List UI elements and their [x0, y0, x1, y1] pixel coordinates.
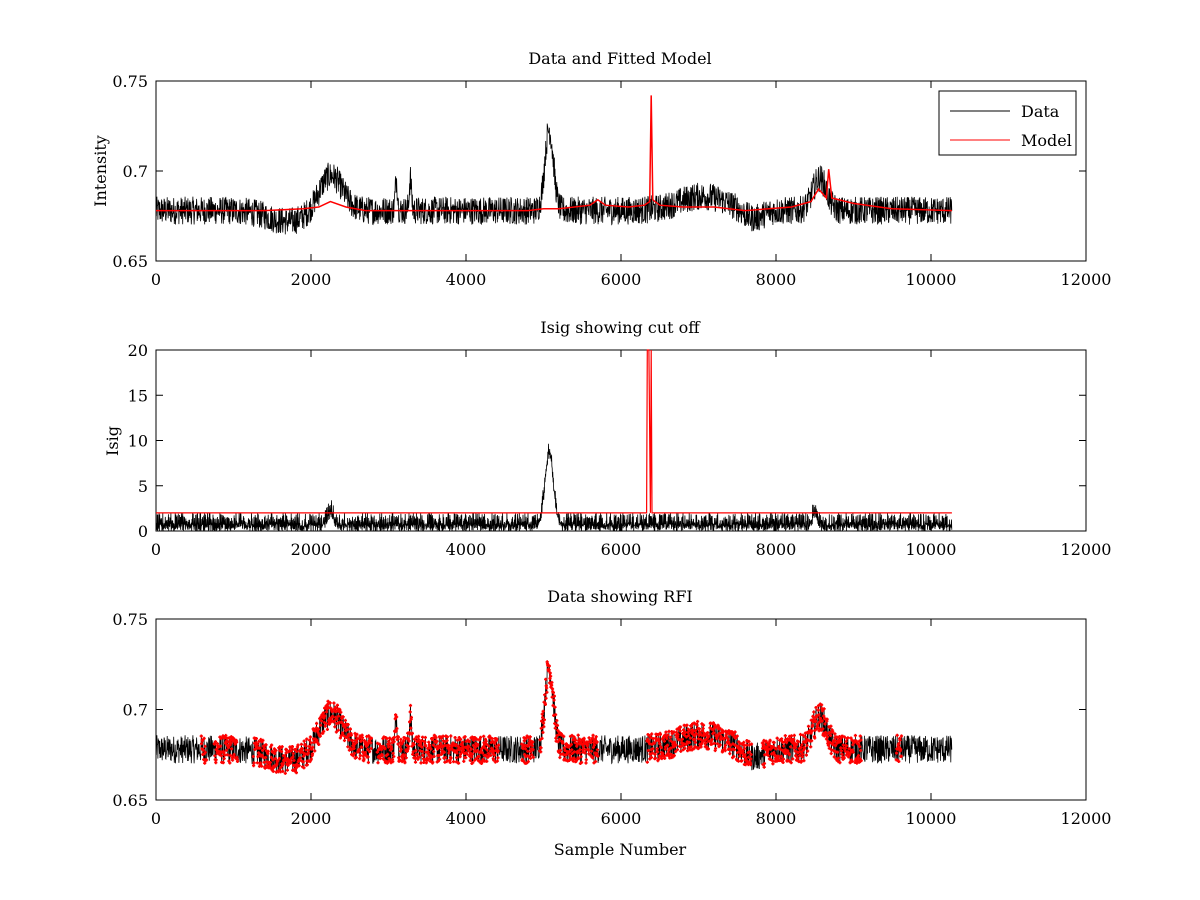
x-tick-label: 4000 [446, 540, 487, 559]
y-tick-label: 0.7 [123, 701, 148, 720]
legend-model-label: Model [1021, 131, 1072, 150]
y-tick-label: 15 [128, 386, 148, 405]
panel3-ticks: 0 2000 4000 6000 8000 10000 12000 0.65 0.7 0.75 [112, 610, 1111, 828]
panel1-data-series [155, 123, 953, 235]
panel2-axes [155, 349, 1087, 532]
panel1-model-series [156, 95, 952, 212]
x-tick-label: 10000 [906, 540, 957, 559]
x-tick-label: 4000 [446, 270, 487, 289]
x-tick-label: 12000 [1061, 809, 1112, 828]
panel-rfi: Data showing RFI 0 2000 4000 6000 8000 10000 1… [112, 587, 1111, 859]
y-tick-label: 10 [128, 432, 148, 451]
legend-data-label: Data [1021, 102, 1060, 121]
x-tick-label: 10000 [906, 270, 957, 289]
y-tick-label: 0.65 [112, 791, 148, 810]
y-tick-label: 20 [128, 341, 148, 360]
panel2-isig-series [155, 443, 953, 532]
panel2-ylabel: Isig [103, 426, 122, 456]
panel3-axes [155, 618, 1087, 801]
y-tick-label: 0.7 [123, 162, 148, 181]
x-tick-label: 0 [151, 540, 161, 559]
x-tick-label: 8000 [756, 540, 797, 559]
x-tick-label: 4000 [446, 809, 487, 828]
x-tick-label: 6000 [601, 270, 642, 289]
x-tick-label: 12000 [1061, 540, 1112, 559]
model-line [156, 95, 952, 212]
x-tick-label: 10000 [906, 809, 957, 828]
y-tick-label: 5 [138, 477, 148, 496]
y-tick-label: 0.75 [112, 610, 148, 629]
panel3-rfi-markers [199, 660, 904, 775]
panel3-xlabel: Sample Number [554, 840, 687, 859]
panel2-title: Isig showing cut off [540, 318, 701, 337]
x-tick-label: 8000 [756, 809, 797, 828]
y-tick-label: 0 [138, 522, 148, 541]
panel-isig: Isig showing cut off 0 2000 4000 6000 8000 10… [103, 318, 1111, 559]
x-tick-label: 12000 [1061, 270, 1112, 289]
panel1-title: Data and Fitted Model [528, 49, 711, 68]
legend-box [938, 90, 1077, 156]
panel2-cutoff-series [156, 349, 952, 514]
panel3-title: Data showing RFI [547, 587, 692, 606]
panel1-legend: Data Model [938, 90, 1077, 156]
x-tick-label: 2000 [291, 270, 332, 289]
x-tick-label: 2000 [291, 540, 332, 559]
panel1-ticks: 0 2000 4000 6000 8000 10000 12000 0.65 0.7 0.75 [112, 72, 1111, 289]
x-tick-label: 8000 [756, 270, 797, 289]
data-line [155, 123, 953, 235]
rfi-markers [199, 660, 904, 775]
y-tick-label: 0.75 [112, 72, 148, 91]
x-tick-label: 6000 [601, 809, 642, 828]
panel1-axes [155, 80, 1087, 262]
x-tick-label: 0 [151, 809, 161, 828]
x-tick-label: 2000 [291, 809, 332, 828]
panel2-ticks: 0 2000 4000 6000 8000 10000 12000 0 5 10 15 20 [128, 341, 1112, 559]
x-tick-label: 0 [151, 270, 161, 289]
panel1-ylabel: Intensity [91, 135, 110, 207]
isig-line [155, 443, 953, 532]
x-tick-label: 6000 [601, 540, 642, 559]
y-tick-label: 0.65 [112, 252, 148, 271]
panel-data-and-model: Data and Fitted Model 0 2000 4000 6000 8000 1… [91, 49, 1111, 289]
cutoff-line [156, 349, 952, 514]
